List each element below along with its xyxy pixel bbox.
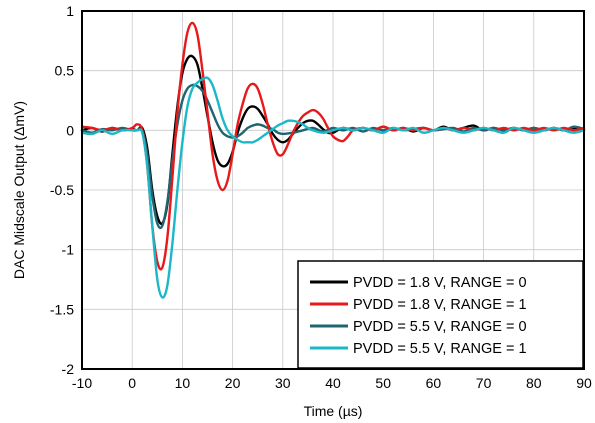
legend-label-2: PVDD = 1.8 V, RANGE = 1 xyxy=(353,297,527,313)
x-tick-label: 20 xyxy=(225,375,241,391)
x-tick-label: 0 xyxy=(128,375,136,391)
x-tick-label: 30 xyxy=(275,375,291,391)
x-tick-label: 90 xyxy=(576,375,592,391)
legend-label-1: PVDD = 1.8 V, RANGE = 0 xyxy=(353,275,527,291)
y-tick-label: 0 xyxy=(66,122,74,138)
series-line-2 xyxy=(80,21,586,271)
legend-box xyxy=(297,260,584,369)
x-tick-label: 40 xyxy=(325,375,341,391)
y-tick-label: 1 xyxy=(66,3,74,19)
y-tick-label: -1.5 xyxy=(50,301,74,317)
x-axis-title: Time (µs) xyxy=(304,403,363,419)
x-tick-label: -10 xyxy=(72,375,92,391)
y-tick-label: -1 xyxy=(62,242,75,258)
series-lines xyxy=(80,21,586,299)
x-tick-label: 60 xyxy=(426,375,442,391)
y-tick-label: -0.5 xyxy=(50,182,74,198)
legend-label-3: PVDD = 5.5 V, RANGE = 0 xyxy=(353,319,527,335)
y-axis-title: DAC Midscale Output (ΔmV) xyxy=(11,101,27,279)
x-tick-label: 50 xyxy=(375,375,391,391)
tick-labels: -10 0 10 20 30 40 50 60 70 80 90 -2 -1.5 -1 -0.5 0 0.5 1 xyxy=(50,3,592,391)
x-tick-label: 80 xyxy=(526,375,542,391)
series-line-3 xyxy=(80,83,586,230)
y-tick-label: 0.5 xyxy=(55,63,75,79)
series-line-4 xyxy=(80,76,586,299)
plot-area-frame xyxy=(81,10,585,370)
legend: PVDD = 1.8 V, RANGE = 0 PVDD = 1.8 V, RAN… xyxy=(297,260,584,369)
legend-label-4: PVDD = 5.5 V, RANGE = 1 xyxy=(353,341,527,357)
y-tick-label: -2 xyxy=(62,361,75,377)
x-tick-label: 10 xyxy=(175,375,191,391)
x-tick-label: 70 xyxy=(476,375,492,391)
